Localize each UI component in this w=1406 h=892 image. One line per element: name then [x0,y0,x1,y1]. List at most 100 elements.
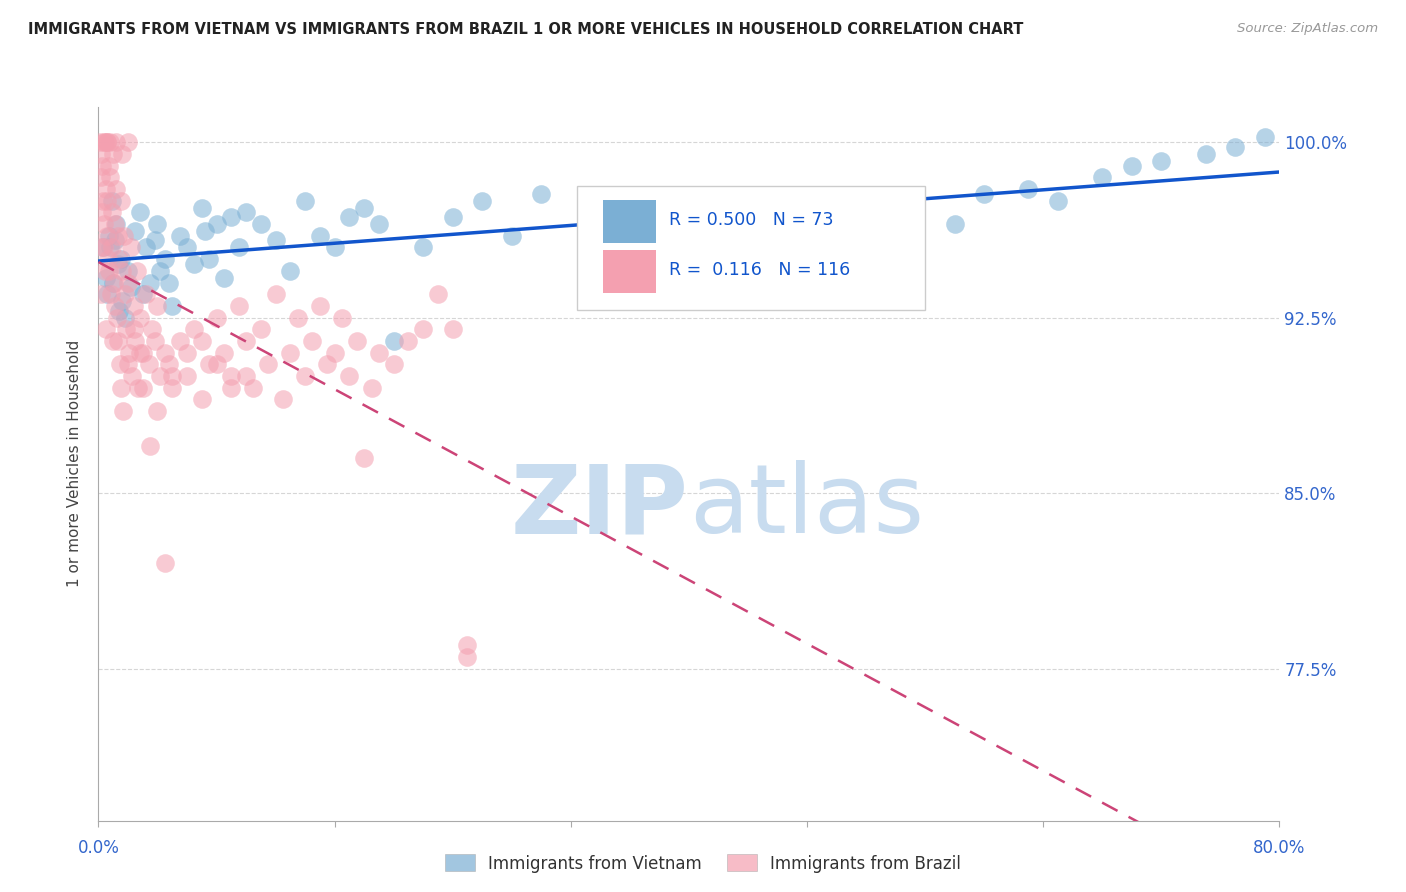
Point [1091,170,1114,185]
Point [146,217,169,231]
Point [90,287,112,301]
Point [235,369,257,384]
Point [278,345,302,359]
Text: atlas: atlas [689,460,924,553]
Point [117,358,139,372]
Point [1046,194,1069,208]
Point [441,210,464,224]
Point [128,205,150,219]
Point [235,205,257,219]
Point [309,299,332,313]
Point [633,287,655,301]
Point [368,345,391,359]
Text: R =  0.116   N = 116: R = 0.116 N = 116 [669,260,851,278]
Point [107,334,129,348]
Point [330,310,353,325]
Point [501,228,523,243]
FancyBboxPatch shape [603,200,655,243]
Point [339,210,360,224]
Text: 0.0%: 0.0% [77,839,120,857]
Point [943,217,966,231]
Point [114,310,136,325]
Point [124,334,146,348]
Text: IMMIGRANTS FROM VIETNAM VS IMMIGRANTS FROM BRAZIL 1 OR MORE VEHICLES IN HOUSEHOL: IMMIGRANTS FROM VIETNAM VS IMMIGRANTS FR… [28,22,1024,37]
Point [90,146,112,161]
Text: Source: ZipAtlas.com: Source: ZipAtlas.com [1237,22,1378,36]
Point [110,252,132,266]
Point [855,287,877,301]
Point [271,392,294,407]
Point [135,240,157,254]
Point [111,404,134,418]
Point [194,224,217,238]
Point [900,205,922,219]
Point [176,240,198,254]
Point [441,322,464,336]
Point [162,369,183,384]
Point [264,287,287,301]
Point [128,345,150,359]
Point [122,322,145,336]
Point [111,264,134,278]
Point [153,556,176,570]
Point [117,264,139,278]
Point [124,224,146,238]
Text: 80.0%: 80.0% [1253,839,1306,857]
Point [169,228,191,243]
Point [153,345,176,359]
Point [412,322,434,336]
Point [110,381,132,395]
Point [176,345,198,359]
Point [221,369,243,384]
Point [103,334,125,348]
Point [1017,182,1039,196]
Point [103,276,125,290]
Point [162,381,183,395]
Point [707,194,730,208]
Point [96,287,118,301]
Point [128,310,150,325]
Point [93,135,115,149]
Point [353,201,375,215]
Point [120,240,142,254]
FancyBboxPatch shape [603,250,655,293]
Point [139,439,162,453]
Point [139,276,162,290]
Point [191,334,214,348]
Point [605,217,627,231]
Point [250,322,273,336]
Point [94,270,117,285]
Point [98,264,121,278]
Point [412,240,434,254]
Point [111,294,134,309]
Point [141,322,163,336]
Point [108,252,131,266]
Point [316,358,339,372]
Point [98,170,121,185]
Point [212,345,235,359]
Point [125,264,148,278]
Point [1195,146,1218,161]
Point [183,257,205,271]
Point [825,240,848,254]
Point [427,287,450,301]
Point [97,159,120,173]
Point [101,240,124,254]
Point [257,358,280,372]
Point [162,299,183,313]
Point [153,252,176,266]
Point [346,334,368,348]
FancyBboxPatch shape [576,186,925,310]
Point [294,369,316,384]
Point [91,194,114,208]
Point [89,135,111,149]
Point [339,369,360,384]
Point [205,217,228,231]
Point [353,450,375,465]
Point [368,217,391,231]
Point [100,205,122,219]
Point [198,252,221,266]
Point [98,135,121,149]
Point [104,234,127,248]
Point [132,381,155,395]
